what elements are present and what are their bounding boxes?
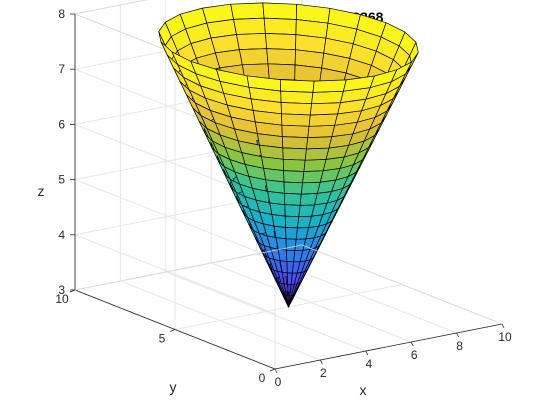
- surface-patch: [280, 102, 312, 116]
- box-edge: [74, 244, 303, 291]
- surface-patch: [265, 33, 297, 51]
- surface-patch: [281, 136, 309, 150]
- x-axis-line: [274, 323, 503, 370]
- surface-patch: [282, 147, 307, 161]
- z-tick-label: 3: [58, 283, 65, 297]
- surface-patch: [239, 48, 269, 66]
- surface-patch: [280, 90, 314, 105]
- z-tick-label: 5: [58, 173, 65, 187]
- surface-patch: [273, 225, 287, 240]
- surface-patch: [230, 2, 265, 20]
- x-tick: [501, 323, 505, 329]
- surface-patch: [263, 17, 297, 35]
- surface-patch: [269, 202, 286, 217]
- x-tick: [410, 341, 414, 347]
- y-tick: [269, 368, 276, 372]
- x-tick-label: 4: [365, 357, 372, 371]
- surface-patch: [283, 181, 303, 195]
- surface-patch: [281, 124, 310, 138]
- surface-patch: [303, 159, 327, 172]
- z-axis-label: z: [38, 183, 45, 199]
- y-tick: [169, 329, 176, 332]
- axes-frame: [74, 14, 503, 370]
- surface-patch: [233, 17, 266, 35]
- surface-patch: [262, 2, 298, 20]
- surface-patch: [284, 204, 301, 218]
- surface-patch: [236, 33, 268, 50]
- x-tick-label: 2: [320, 366, 327, 380]
- surface-patch: [285, 238, 297, 251]
- surface-patch: [271, 214, 286, 228]
- z-tick-label: 7: [58, 62, 65, 76]
- surface-patch: [267, 63, 296, 81]
- z-tick-label: 8: [58, 7, 65, 21]
- surface-patch: [312, 79, 347, 93]
- grid-line-wall-z: [74, 179, 276, 260]
- box-edge: [74, 0, 148, 15]
- box-edge: [301, 244, 503, 325]
- surface-patch: [307, 124, 336, 138]
- x-tick-label: 0: [275, 375, 282, 389]
- surface-patch: [306, 136, 333, 150]
- surface-patch: [266, 48, 296, 66]
- x-tick: [365, 350, 369, 356]
- y-tick-label: 0: [259, 371, 266, 385]
- cone-surface: [158, 2, 419, 308]
- surface-patch: [285, 227, 298, 240]
- surface-patch: [279, 79, 315, 93]
- surface-patch: [304, 147, 330, 161]
- x-axis-label: x: [360, 382, 367, 398]
- x-tick-label: 8: [456, 339, 463, 353]
- y-tick-label: 5: [159, 332, 166, 346]
- surface-patch: [302, 170, 324, 184]
- x-tick-label: 6: [411, 348, 418, 362]
- surface-patch: [311, 90, 344, 105]
- surface-patch: [282, 158, 306, 172]
- surface-patch: [283, 170, 305, 184]
- y-tick-label: 10: [55, 292, 69, 306]
- x-tick: [274, 368, 278, 374]
- surface-patch: [308, 113, 338, 127]
- z-tick-label: 6: [58, 117, 65, 131]
- grid-line-wall-z: [74, 234, 276, 315]
- z-tick-label: 4: [58, 228, 65, 242]
- surface-patch: [405, 52, 419, 75]
- x-tick: [320, 359, 323, 365]
- surface-patch: [281, 113, 311, 127]
- x-tick-label: 10: [498, 330, 512, 344]
- y-axis-label: y: [170, 379, 177, 395]
- x-tick: [456, 332, 459, 338]
- surface-patch: [284, 215, 300, 229]
- surface-patch: [309, 102, 341, 116]
- surface-patch: [284, 193, 302, 206]
